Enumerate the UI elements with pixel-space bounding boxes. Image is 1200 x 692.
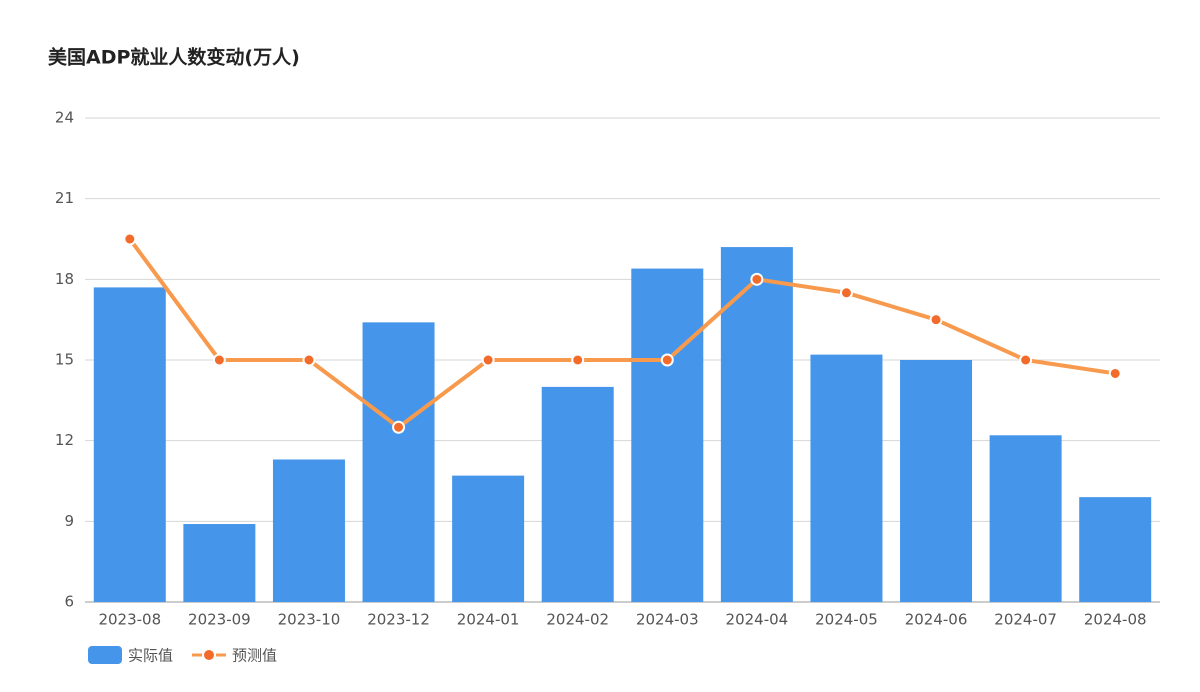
y-tick-label: 6 xyxy=(64,593,74,611)
legend-swatch xyxy=(88,646,122,664)
bar xyxy=(362,322,435,602)
bar xyxy=(93,287,166,602)
point xyxy=(750,272,764,286)
bar xyxy=(631,268,704,602)
y-tick-label: 12 xyxy=(55,431,74,449)
point xyxy=(392,420,406,434)
point xyxy=(1019,353,1033,367)
point xyxy=(481,353,495,367)
x-tick-label: 2023-09 xyxy=(188,611,251,629)
bar xyxy=(541,386,614,602)
point xyxy=(123,232,137,246)
bar xyxy=(810,354,883,602)
point xyxy=(1108,366,1122,380)
x-tick-label: 2023-10 xyxy=(278,611,341,629)
bar xyxy=(720,247,793,603)
y-tick-label: 9 xyxy=(64,512,74,530)
bar xyxy=(900,360,973,602)
point xyxy=(929,313,943,327)
bar xyxy=(452,475,525,602)
x-tick-label: 2024-06 xyxy=(905,611,968,629)
bar xyxy=(989,435,1062,602)
point xyxy=(302,353,316,367)
x-tick-label: 2024-01 xyxy=(457,611,520,629)
y-tick-label: 21 xyxy=(55,189,74,207)
point xyxy=(212,353,226,367)
x-tick-label: 2023-08 xyxy=(98,611,161,629)
x-tick-label: 2023-12 xyxy=(367,611,430,629)
legend-swatch xyxy=(202,648,216,662)
chart-title: 美国ADP就业人数变动(万人) xyxy=(48,46,300,69)
y-tick-label: 18 xyxy=(55,270,74,288)
line xyxy=(128,237,1116,430)
bar xyxy=(1079,497,1152,602)
y-tick-label: 15 xyxy=(55,351,74,369)
legend-label: 实际值 xyxy=(128,647,173,665)
x-tick-label: 2024-05 xyxy=(815,611,878,629)
legend-label: 预测值 xyxy=(232,647,277,665)
x-tick-label: 2024-07 xyxy=(994,611,1057,629)
point xyxy=(571,353,585,367)
x-tick-label: 2024-03 xyxy=(636,611,699,629)
x-tick-label: 2024-02 xyxy=(546,611,609,629)
x-tick-label: 2024-08 xyxy=(1084,611,1147,629)
point xyxy=(839,286,853,300)
x-tick-label: 2024-04 xyxy=(726,611,789,629)
point xyxy=(660,353,674,367)
y-tick-label: 24 xyxy=(55,109,74,127)
bar xyxy=(272,459,345,602)
bar xyxy=(183,524,256,602)
